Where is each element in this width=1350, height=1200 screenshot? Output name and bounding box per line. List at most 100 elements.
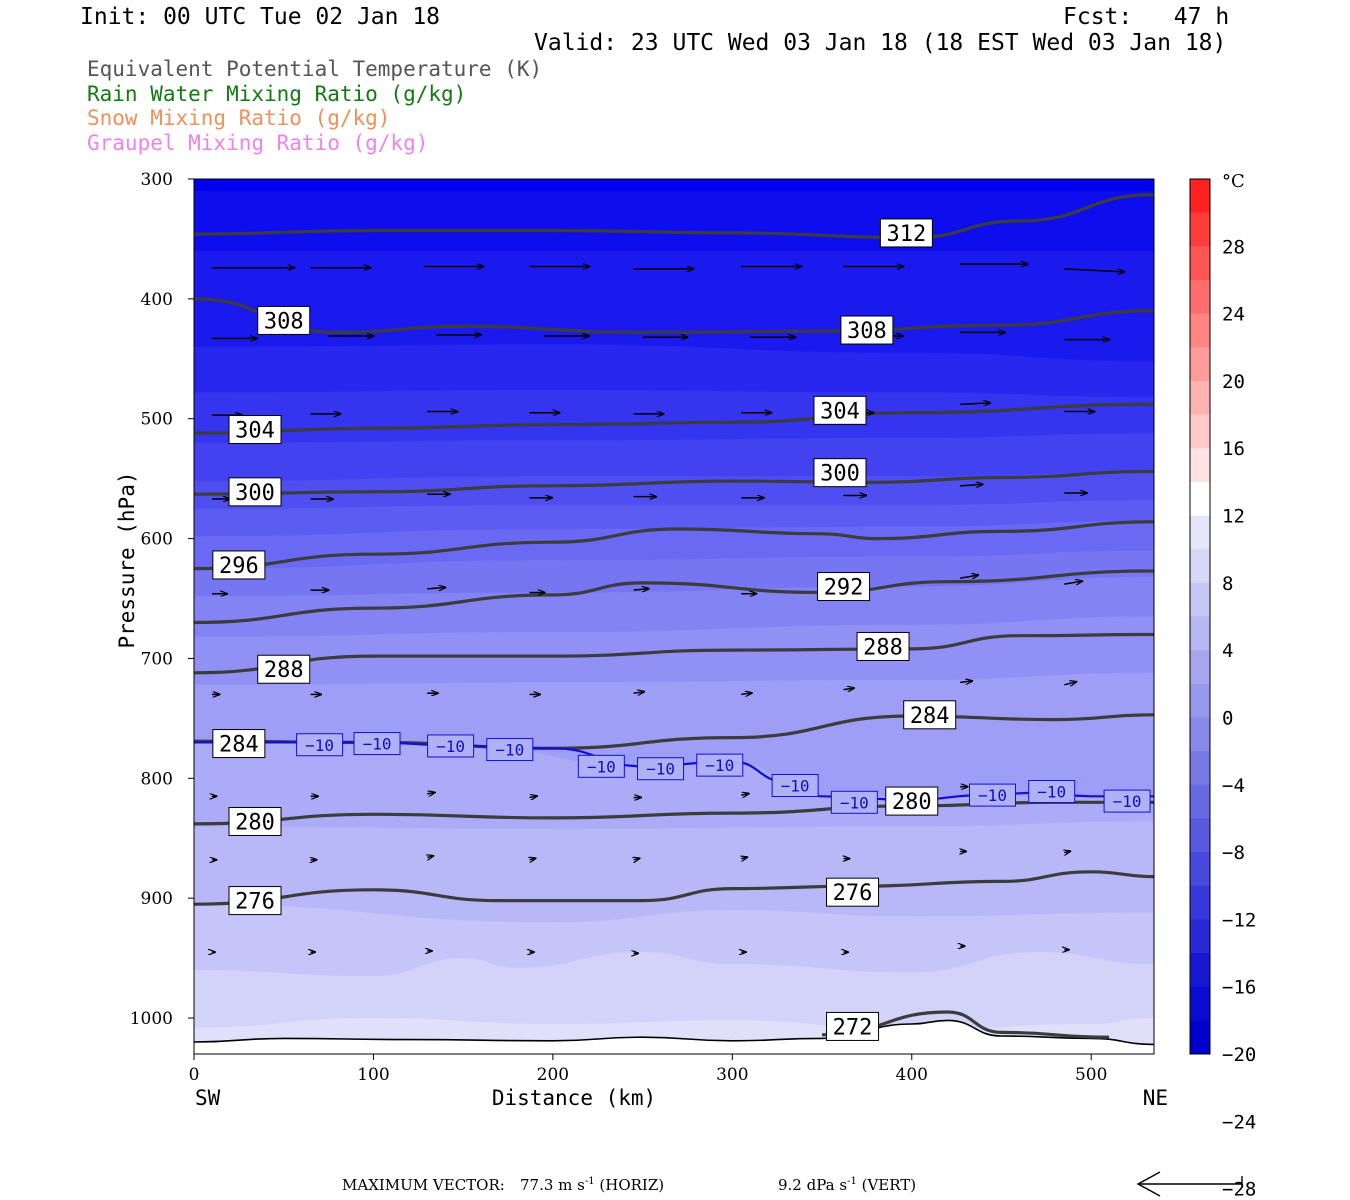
title-graupel: Graupel Mixing Ratio (g/kg) <box>87 131 429 155</box>
contour-label-box <box>817 572 871 602</box>
wind-vector <box>960 575 978 578</box>
contour-label-box <box>826 877 880 907</box>
colorbar-swatch <box>1190 212 1210 247</box>
colorbar-swatch <box>1190 582 1210 617</box>
colorbar-label: −24 <box>1222 1111 1256 1133</box>
contour-labels: 312 308 308 304 304 300 300 296 292 288 288 284 284 2… <box>212 218 1151 1041</box>
isotherm-label: −10 <box>781 777 810 796</box>
contour-label: 284 <box>910 704 950 729</box>
theta-e-contours <box>194 193 1154 1039</box>
forecast-hour: Fcst: 47 h <box>1063 4 1230 30</box>
contour-label: 308 <box>264 309 304 334</box>
x-tick-label: 200 <box>537 1065 569 1085</box>
colorbar: °C 28 24 20 16 12 8 4 0 −4 −8 −12 −16 −20 −24 −28 <box>1189 171 1256 1200</box>
theta-e-line <box>194 297 1154 335</box>
colorbar-swatch <box>1190 313 1210 348</box>
contour-label: 288 <box>264 658 304 683</box>
colorbar-label: −20 <box>1222 1044 1256 1066</box>
contour-label-box <box>840 315 894 345</box>
colorbar-label: −16 <box>1222 977 1256 999</box>
colorbar-swatch <box>1190 616 1210 651</box>
contour-label-box <box>879 218 933 248</box>
colorbar-swatch <box>1190 953 1210 988</box>
terrain-layer <box>194 1019 1154 1054</box>
title-rain-water: Rain Water Mixing Ratio (g/kg) <box>87 82 467 106</box>
colorbar-swatch <box>1190 650 1210 685</box>
colorbar-label: 28 <box>1222 236 1245 258</box>
contour-label: 280 <box>235 810 275 835</box>
wind-vector <box>741 693 752 695</box>
colorbar-swatch <box>1190 179 1210 214</box>
valid-time: Valid: 23 UTC Wed 03 Jan 18 (18 EST Wed … <box>534 30 1227 56</box>
theta-e-line <box>194 870 1154 906</box>
colorbar-swatch <box>1190 246 1210 281</box>
contour-label-box <box>228 806 282 836</box>
init-time: Init: 00 UTC Tue 02 Jan 18 <box>80 4 441 30</box>
contour-label: 280 <box>892 790 932 815</box>
colorbar-swatch <box>1190 279 1210 315</box>
theta-e-line <box>194 402 1154 435</box>
contour-label: 276 <box>235 890 275 915</box>
colorbar-label: −8 <box>1222 842 1245 864</box>
isotherm-label-box <box>353 732 401 756</box>
colorbar-unit: °C <box>1222 171 1245 192</box>
isotherm-label-box <box>637 757 685 781</box>
colorbar-frame <box>1189 178 1211 1055</box>
contour-label: 288 <box>863 635 903 660</box>
colorbar-label: 24 <box>1222 304 1245 326</box>
contour-label-box <box>212 729 266 759</box>
colorbar-label: 12 <box>1222 506 1245 528</box>
isotherm-label-box <box>771 774 819 798</box>
colorbar-label: 16 <box>1222 438 1245 460</box>
y-tick-label: 600 <box>141 530 173 550</box>
isotherm-label-box <box>1103 789 1151 813</box>
isotherm-label-box <box>830 790 878 814</box>
colorbar-swatch <box>1190 717 1210 752</box>
isotherm-label: −10 <box>436 737 465 756</box>
x-tick-label: 300 <box>716 1065 748 1085</box>
contour-label: 272 <box>833 1015 873 1040</box>
colorbar-label: 4 <box>1222 640 1233 662</box>
isotherm-label-box <box>427 734 475 758</box>
wind-vector <box>633 589 649 591</box>
isotherm-label-box <box>969 783 1017 807</box>
theta-e-line <box>194 520 1154 571</box>
y-tick-label: 900 <box>141 889 173 909</box>
isotherm-label-box <box>486 738 534 762</box>
horiz-vector-value: 77.3 m s-1 (HORIZ) <box>520 1176 665 1194</box>
contour-label-box <box>813 458 867 488</box>
isotherm-label: −10 <box>646 760 675 779</box>
x-tick-label: 100 <box>357 1065 389 1085</box>
max-vector-label: MAXIMUM VECTOR: <box>342 1176 505 1194</box>
colorbar-label: 20 <box>1222 371 1245 393</box>
colorbar-swatch <box>1190 852 1210 887</box>
colorbar-swatch <box>1190 885 1210 920</box>
colorbar-swatch <box>1190 414 1210 449</box>
theta-e-line <box>194 800 1154 826</box>
title-snow: Snow Mixing Ratio (g/kg) <box>87 106 391 130</box>
terrain-line <box>194 1019 1154 1046</box>
isotherm-label-box <box>296 733 344 757</box>
colorbar-swatch <box>1190 347 1210 382</box>
wind-vector <box>634 858 640 860</box>
colorbar-label: 8 <box>1222 573 1233 595</box>
wind-vector <box>633 692 645 694</box>
y-tick-label: 400 <box>141 290 173 310</box>
colorbar-swatch <box>1190 481 1210 517</box>
x-tick-label: 500 <box>1075 1065 1107 1085</box>
contour-label: 312 <box>886 222 926 247</box>
axes: 0 100 200 300 400 500 300 400 500 600 700 800 900 100… <box>115 170 1168 1110</box>
colorbar-swatch <box>1190 919 1210 954</box>
contour-label: 292 <box>824 576 864 601</box>
colorbar-swatch <box>1190 818 1210 853</box>
x-end-label-left: SW <box>195 1086 221 1110</box>
wind-vector <box>1064 268 1124 272</box>
isotherm-label-box <box>696 753 744 777</box>
isotherm-label-box <box>577 754 625 778</box>
colorbar-swatch <box>1190 1020 1210 1055</box>
wind-vector <box>960 403 990 405</box>
contour-label-box <box>228 477 282 507</box>
wind-vector <box>741 857 747 859</box>
colorbar-swatch <box>1190 515 1210 550</box>
